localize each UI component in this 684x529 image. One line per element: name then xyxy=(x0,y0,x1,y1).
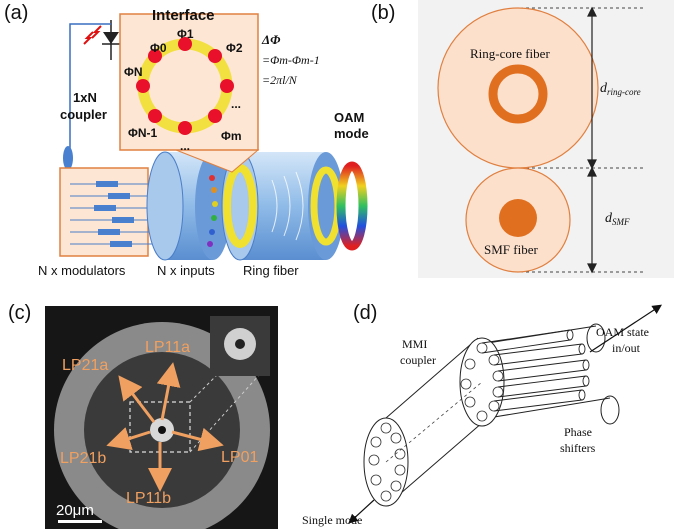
phase-n-minus-1-label: ΦN-1 xyxy=(128,126,158,140)
mode-lp11a-label: LP11a xyxy=(145,339,190,356)
phase-shifters-line-1: Phase xyxy=(564,425,592,439)
phase-shifter-tubes xyxy=(481,329,590,412)
ring-core-annulus xyxy=(488,64,548,124)
mode-arrows xyxy=(106,362,224,492)
mmi-label-line-1: MMI xyxy=(402,337,427,351)
panel-b-label: (b) xyxy=(371,2,396,24)
smf-fiber-label: SMF fiber xyxy=(484,242,538,257)
ring-core-fiber-label: Ring-core fiber xyxy=(470,46,550,61)
equation-line-1: ΔΦ xyxy=(261,32,281,47)
phase-shifters-line-2: shifters xyxy=(560,441,596,455)
smf-diameter-arrow xyxy=(587,166,597,274)
phase-1-label: Φ1 xyxy=(177,27,194,41)
d-smf-label: dSMF xyxy=(605,211,630,227)
mode-lp01-label: LP01 xyxy=(221,449,258,466)
mode-lp21b-label: LP21b xyxy=(60,450,106,467)
oam-mode-ring xyxy=(336,161,368,251)
ring-core-diameter-arrow xyxy=(587,6,597,170)
mode-lp11b-label: LP11b xyxy=(126,490,171,507)
mmi-label-line-2: coupler xyxy=(400,353,436,367)
coupler-label-line-1: 1xN xyxy=(73,90,97,105)
panel-b-figure: Ring-core fiber SMF fiber dring-core dSM… xyxy=(418,0,674,278)
single-mode-arrow xyxy=(348,499,375,524)
panel-a-label: (a) xyxy=(4,2,29,24)
coupler-icon xyxy=(63,146,73,170)
oam-mode-label-line-1: OAM xyxy=(334,110,364,125)
ring-fiber-cylinder xyxy=(221,151,344,261)
laser-diode-icon xyxy=(83,20,120,60)
coupler-label-line-2: coupler xyxy=(60,107,107,122)
panel-d-label: (d) xyxy=(353,302,378,324)
single-mode-label: Single mode xyxy=(302,513,362,527)
smf-core xyxy=(499,199,537,237)
panel-c-label: (c) xyxy=(8,302,32,324)
mode-lp21a-label: LP21a xyxy=(62,357,108,374)
inputs-label: N x inputs xyxy=(157,263,215,278)
inputs-cylinder xyxy=(146,151,231,261)
ring-core-fiber-cladding xyxy=(437,7,599,169)
modulators-label: N x modulators xyxy=(38,263,126,278)
phase-2-label: Φ2 xyxy=(226,41,243,55)
oam-state-line-1: OAM state xyxy=(596,325,649,339)
panel-c-figure: LP21a LP11a LP21b LP01 LP11b 20μm xyxy=(45,306,278,529)
scale-bar xyxy=(58,520,102,523)
equation-line-2: =Φm-Φm-1 xyxy=(262,53,320,67)
ring-fiber-label: Ring fiber xyxy=(243,263,299,278)
oam-mode-label-line-2: mode xyxy=(334,126,369,141)
equation-line-3: =2πl/N xyxy=(262,73,298,87)
d-ring-core-label: dring-core xyxy=(600,81,641,97)
fiber-wire xyxy=(69,23,111,155)
phase-m-label: Φm xyxy=(221,129,242,143)
oam-state-line-2: in/out xyxy=(612,341,641,355)
scale-bar-label: 20μm xyxy=(56,502,94,519)
dots-right: ... xyxy=(231,97,241,111)
oam-direction-arrow xyxy=(589,304,663,353)
interface-title: Interface xyxy=(152,7,215,24)
phase-n-label: ΦN xyxy=(124,65,143,79)
interface-dots xyxy=(136,37,234,135)
dashed-center-line xyxy=(385,381,483,463)
input-port-circles xyxy=(368,422,406,502)
panel-d-figure: MMI coupler OAM state in/out Phase shift… xyxy=(302,304,663,527)
dots-bottom: ... xyxy=(180,139,190,153)
phase-0-label: Φ0 xyxy=(150,41,167,55)
panel-a-figure: Interface Φ0 Φ1 Φ2 ΦN Φm ΦN-1 ... ... ΔΦ… xyxy=(38,7,369,278)
